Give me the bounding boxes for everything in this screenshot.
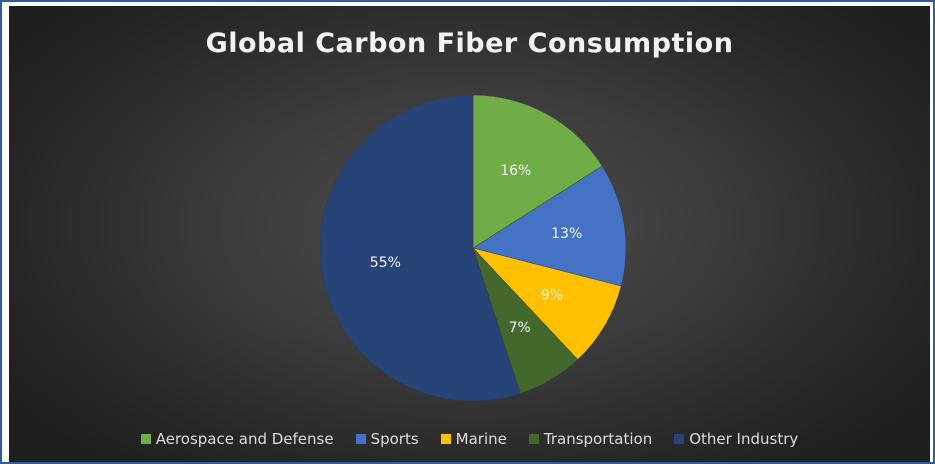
legend-item-sports: Sports bbox=[355, 430, 419, 448]
legend-label: Marine bbox=[455, 430, 507, 448]
pie-slice-marine bbox=[472, 247, 622, 360]
legend-item-other-industry: Other Industry bbox=[674, 430, 798, 448]
chart-legend: Aerospace and Defense Sports Marine Transpo… bbox=[9, 430, 930, 448]
legend-swatch bbox=[440, 434, 451, 444]
pie-slice-sports bbox=[472, 165, 627, 287]
legend-swatch bbox=[528, 434, 539, 444]
data-label-transportation: 7% bbox=[509, 320, 531, 336]
data-label-aerospace-and-defense: 16% bbox=[500, 163, 531, 179]
legend-item-marine: Marine bbox=[440, 430, 507, 448]
data-label-sports: 13% bbox=[551, 226, 582, 242]
data-label-marine: 9% bbox=[541, 288, 563, 304]
legend-item-transportation: Transportation bbox=[528, 430, 653, 448]
legend-label: Sports bbox=[370, 430, 419, 448]
legend-item-aerospace-and-defense: Aerospace and Defense bbox=[140, 430, 334, 448]
data-label-other-industry: 55% bbox=[370, 255, 401, 271]
chart-area: Global Carbon Fiber Consumption 16% 13% 9%… bbox=[9, 6, 930, 462]
legend-label: Aerospace and Defense bbox=[155, 430, 334, 448]
legend-swatch bbox=[355, 434, 366, 444]
pie-slice-aerospace-and-defense bbox=[472, 94, 603, 249]
legend-label: Transportation bbox=[543, 430, 653, 448]
pie-slice-other-industry bbox=[319, 94, 521, 402]
legend-swatch bbox=[674, 434, 685, 444]
legend-label: Other Industry bbox=[689, 430, 799, 448]
legend-swatch bbox=[140, 434, 151, 444]
chart-title: Global Carbon Fiber Consumption bbox=[205, 28, 734, 59]
pie-chart: 16% 13% 9% 7% 55% bbox=[319, 94, 627, 402]
